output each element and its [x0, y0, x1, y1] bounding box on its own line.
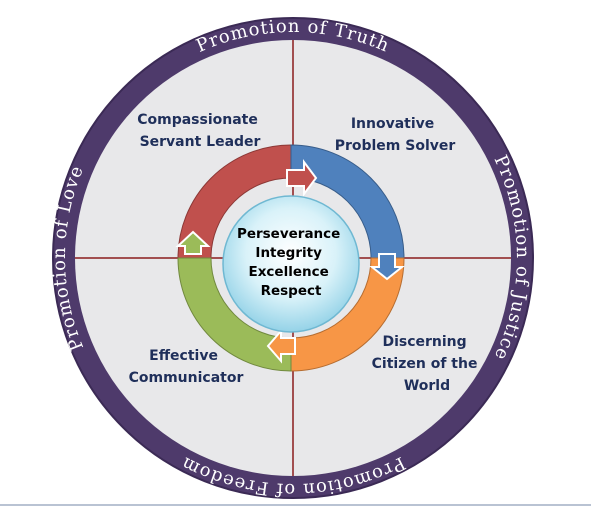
quadrant-label-top-right: Innovative Problem Solver	[335, 116, 456, 154]
quadrant-label-bottom-left: Effective Communicator	[129, 348, 244, 386]
quadrant-label-top-left: Compassionate Servant Leader	[137, 112, 263, 150]
core-value-2: Integrity	[255, 245, 322, 261]
arc-green	[177, 257, 292, 372]
arrow-down-icon	[369, 253, 405, 281]
core-values: Perseverance Integrity Excellence Respec…	[237, 226, 345, 299]
core-value-3: Excellence	[249, 264, 329, 280]
quadrant-label-bottom-right: Discerning Citizen of the World	[372, 334, 483, 394]
core-value-1: Perseverance	[237, 226, 340, 242]
arrow-left-icon	[266, 328, 296, 364]
core-value-4: Respect	[261, 283, 322, 299]
arrow-up-icon	[175, 230, 211, 255]
arrow-right-icon	[286, 159, 318, 197]
core-circle	[222, 195, 360, 333]
